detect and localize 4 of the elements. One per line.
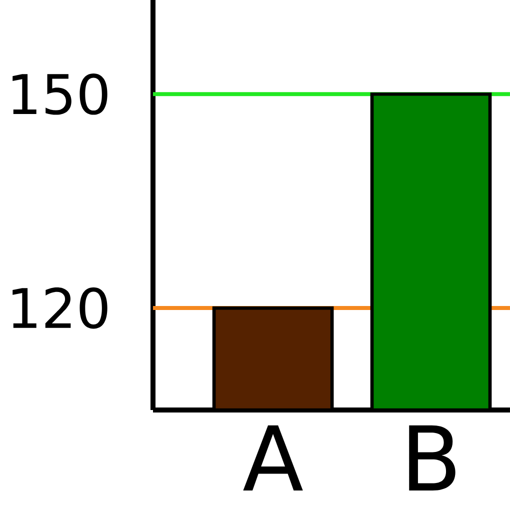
x-tick-label: B — [409, 425, 456, 490]
y-tick-label: 150 — [12, 73, 108, 115]
y-tick-label: 120 — [12, 287, 108, 329]
x-tick-label: A — [243, 425, 303, 490]
